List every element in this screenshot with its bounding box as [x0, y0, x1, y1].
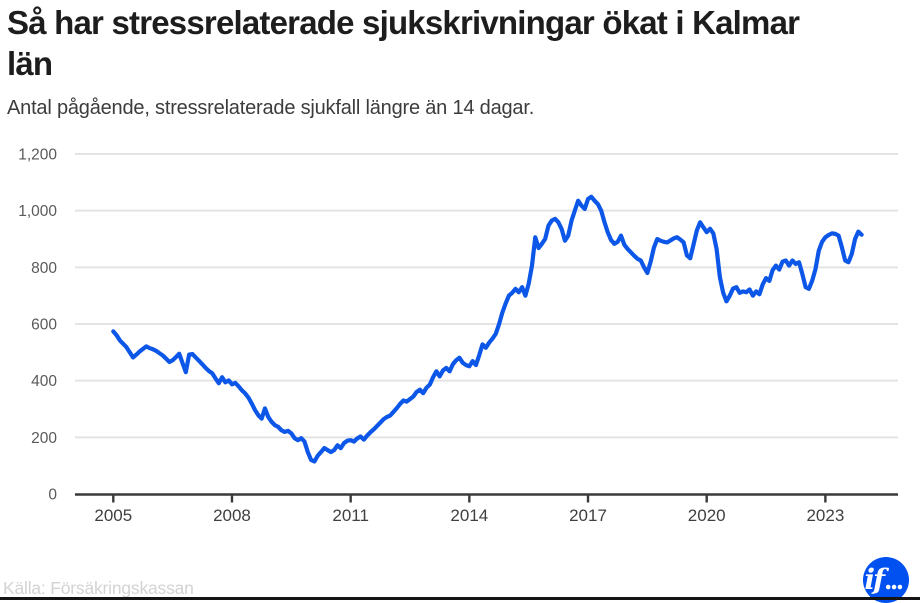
data-series-line [111, 194, 864, 464]
chart-area: 0 200 400 600 800 1,000 1,200 2005 2008 2011 2014 2… [18, 146, 898, 525]
if-logo-dots: ... [884, 566, 904, 595]
y-tick-label: 200 [31, 430, 57, 447]
y-tick-label: 800 [31, 260, 57, 277]
page-title-line1: Så har stressrelaterade sjukskrivningar … [7, 4, 800, 41]
chart-canvas: 0 200 400 600 800 1,000 1,200 2005 2008 2011 2014 2… [18, 146, 898, 525]
if-insurance-logo: if... [863, 557, 909, 603]
y-tick-label: 400 [31, 373, 57, 390]
chart-subtitle: Antal pågående, stressrelaterade sjukfal… [7, 97, 535, 119]
x-tick-label: 2020 [688, 506, 726, 525]
y-tick-label: 1,200 [18, 146, 57, 163]
y-tick-label: 600 [31, 316, 57, 333]
y-tick-label: 1,000 [18, 203, 57, 220]
x-tick-label: 2017 [569, 506, 607, 525]
x-tick-label: 2011 [332, 506, 369, 525]
page-title-line2: län [7, 45, 53, 82]
page-title: Så har stressrelaterade sjukskrivningar … [7, 2, 913, 84]
source-caption: Källa: Försäkringskassan [3, 578, 194, 598]
if-logo-text: if [864, 563, 885, 596]
y-tick-label: 0 [48, 487, 57, 504]
x-tick-label: 2008 [213, 506, 251, 525]
x-tick-label: 2014 [450, 506, 488, 525]
bottom-border-bar [0, 597, 920, 600]
x-tick-label: 2023 [806, 506, 844, 525]
x-tick-label: 2005 [94, 506, 132, 525]
